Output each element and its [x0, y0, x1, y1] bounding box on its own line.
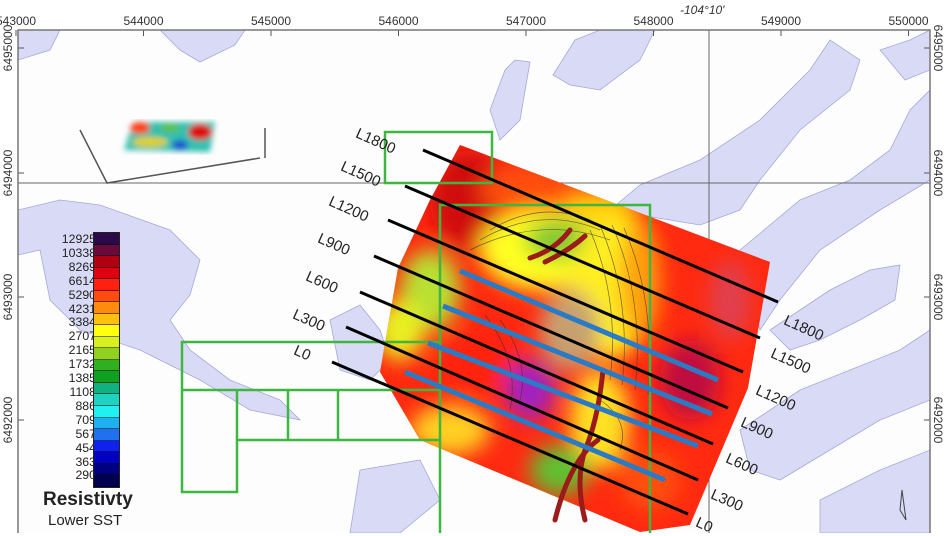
legend-value: 6614	[68, 273, 96, 288]
legend-value: 2707	[68, 329, 96, 344]
top-axis-label: 548000	[633, 14, 674, 28]
left-axis-label: 6494000	[1, 149, 15, 197]
legend-swatch	[94, 244, 119, 257]
north-arrow-icon	[899, 489, 907, 521]
legend-swatch	[94, 405, 119, 418]
target-line	[442, 303, 713, 417]
legend-value: 709	[75, 412, 96, 427]
graticule-label: -104°10'	[680, 3, 725, 17]
legend-color-bar	[93, 232, 120, 488]
legend-value: 8269	[68, 259, 96, 274]
top-axis-label: 543000	[0, 14, 37, 28]
right-axis-label: 6493000	[931, 273, 945, 321]
top-axis-label: 545000	[250, 14, 292, 28]
legend-swatch	[94, 302, 119, 314]
legend-swatch	[94, 267, 119, 280]
left-axis-label: 6492000	[1, 396, 15, 444]
legend-subtitle: Lower SST	[48, 512, 123, 529]
legend-swatch	[94, 475, 119, 487]
legend-swatch	[94, 382, 119, 395]
legend-value: 290	[75, 468, 96, 483]
legend-value: 10338	[61, 245, 96, 260]
water-bodies	[18, 30, 930, 533]
legend-swatch	[94, 336, 119, 349]
legend-values: 12925 10338 8269 6614 5290 4231 3384 2707 2165 17…	[48, 232, 96, 483]
top-axis-label: 550000	[888, 14, 929, 28]
left-axis-label: 6495000	[1, 24, 15, 72]
inset-3d-view	[79, 122, 266, 184]
map-frame	[17, 29, 931, 533]
target-line	[427, 340, 699, 449]
survey-line	[359, 290, 714, 446]
legend-value: 2165	[68, 343, 96, 358]
legend-value: 4231	[68, 301, 96, 316]
legend-title: Resistivty	[43, 489, 133, 510]
survey-line	[331, 360, 689, 516]
legend-value: 1385	[68, 371, 96, 386]
legend-swatch	[94, 348, 119, 360]
survey-line	[404, 184, 761, 340]
legend-value: 363	[75, 454, 96, 469]
legend-value: 1732	[68, 357, 96, 372]
survey-line	[373, 254, 729, 410]
legend-value: 567	[75, 426, 96, 441]
top-axis-label: 544000	[123, 14, 164, 28]
legend-value: 3384	[68, 315, 96, 330]
left-axis-label: 6493000	[1, 273, 15, 321]
legend-swatch	[94, 371, 119, 383]
legend-value: 5290	[68, 287, 96, 302]
legend-swatch	[94, 429, 119, 441]
top-axis-label: 549000	[760, 14, 802, 28]
legend-swatch	[94, 256, 119, 268]
survey-lines	[331, 148, 779, 516]
legend-swatch	[94, 359, 119, 372]
right-axis-label: 6495000	[931, 24, 945, 72]
legend-swatch	[94, 290, 119, 303]
survey-line	[387, 218, 744, 374]
legend-swatch	[94, 463, 119, 476]
legend: 12925 10338 8269 6614 5290 4231 3384 2707 2165 17…	[40, 231, 190, 531]
survey-line	[422, 148, 779, 304]
legend-swatch	[94, 452, 119, 464]
right-axis-label: 6492000	[931, 396, 945, 444]
legend-value: 454	[75, 440, 96, 455]
target-line	[404, 369, 666, 483]
top-axis-label: 547000	[505, 14, 547, 28]
legend-swatch	[94, 313, 119, 326]
legend-swatch	[94, 233, 119, 245]
survey-line	[345, 325, 699, 482]
axis-ticks	[15, 30, 930, 421]
target-lines	[404, 268, 719, 483]
top-axis-label: 546000	[378, 14, 419, 28]
legend-value: 1108	[69, 384, 96, 399]
legend-swatch	[94, 279, 119, 291]
legend-value: 886	[75, 398, 96, 413]
legend-swatch	[94, 417, 119, 430]
legend-swatch	[94, 394, 119, 406]
legend-value: 12925	[61, 232, 96, 246]
legend-swatch	[94, 325, 119, 337]
target-line	[459, 268, 719, 383]
right-axis-label: 6494000	[931, 149, 945, 197]
legend-swatch	[94, 440, 119, 453]
